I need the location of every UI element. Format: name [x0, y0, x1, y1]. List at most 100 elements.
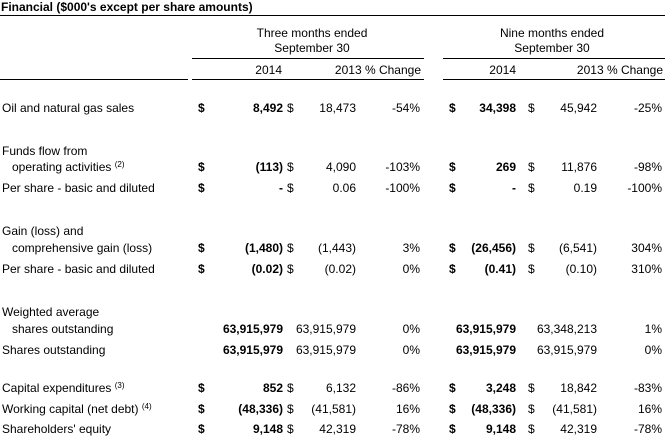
row-label: Per share - basic and diluted — [2, 181, 155, 195]
cell-d1: $ — [198, 241, 205, 255]
cell-d4: $ — [528, 181, 535, 195]
cell-v2: 6,132 — [325, 381, 356, 395]
cell-v1: (0.02) — [251, 262, 283, 276]
row-label-text: Shareholders' equity — [2, 422, 112, 436]
title-underline — [0, 15, 665, 16]
cell-v4: 42,319 — [560, 422, 597, 436]
cell-p1: 16% — [395, 402, 420, 416]
row-label-text: Per share - basic and diluted — [2, 262, 155, 276]
cell-v3: - — [512, 181, 516, 195]
cell-v3: (48,336) — [471, 402, 516, 416]
row-label: Gain (loss) and — [2, 224, 83, 238]
row-label-text: Shares outstanding — [2, 343, 106, 357]
row-label: Per share - basic and diluted — [2, 262, 155, 276]
cell-v3: 63,915,979 — [455, 322, 516, 336]
col-header-2013-nine: 2013 % Change — [576, 63, 663, 77]
cell-v4: 0.19 — [573, 181, 597, 195]
cell-p1: 0% — [402, 343, 420, 357]
cell-d2: $ — [287, 101, 294, 115]
row-label: Shareholders' equity — [2, 422, 111, 436]
row-label-text: Funds flow from — [2, 144, 88, 158]
cell-v1: (48,336) — [238, 402, 283, 416]
row-label: Shares outstanding — [2, 343, 105, 357]
cell-p2: 310% — [631, 262, 662, 276]
cell-d1: $ — [198, 381, 205, 395]
cell-p2: 304% — [631, 241, 662, 255]
cell-p1: -100% — [385, 181, 420, 195]
row-label: Funds flow from — [2, 144, 87, 158]
row-label-text: Gain (loss) and — [2, 224, 84, 238]
cell-d1: $ — [198, 101, 205, 115]
header-rule-nine — [443, 79, 665, 80]
cell-d4: $ — [528, 101, 535, 115]
cell-p2: -100% — [627, 181, 662, 195]
cell-v4: (0.10) — [565, 262, 597, 276]
row-label-text: Capital expenditures — [2, 381, 112, 395]
cell-v2: (0.02) — [324, 262, 356, 276]
cell-v1: 63,915,979 — [222, 322, 283, 336]
row-label: shares outstanding — [12, 322, 113, 336]
cell-d3: $ — [449, 160, 456, 174]
three-months-header: Three months ended — [256, 26, 368, 40]
header-rule-left — [0, 79, 188, 80]
cell-d1: $ — [198, 160, 205, 174]
row-label-text: shares outstanding — [12, 322, 114, 336]
cell-d2: $ — [287, 422, 294, 436]
cell-v2: 18,473 — [319, 101, 356, 115]
cell-v2: (1,443) — [317, 241, 356, 255]
cell-d4: $ — [528, 160, 535, 174]
cell-v3: 9,148 — [485, 422, 516, 436]
row-label: Oil and natural gas sales — [2, 101, 134, 115]
cell-d4: $ — [528, 381, 535, 395]
footnote-ref: (4) — [141, 402, 152, 411]
cell-p2: 1% — [644, 322, 662, 336]
cell-v2: (41,581) — [311, 402, 356, 416]
header-rule-three — [192, 79, 424, 80]
row-label-text: comprehensive gain (loss) — [12, 241, 153, 255]
cell-d4: $ — [528, 262, 535, 276]
cell-d2: $ — [287, 381, 294, 395]
cell-d1: $ — [198, 181, 205, 195]
cell-v4: 18,842 — [560, 381, 597, 395]
footnote-ref: (2) — [114, 160, 125, 169]
cell-d3: $ — [449, 241, 456, 255]
cell-d3: $ — [449, 181, 456, 195]
cell-p2: -25% — [633, 101, 662, 115]
cell-d4: $ — [528, 402, 535, 416]
cell-d1: $ — [198, 402, 205, 416]
cell-d2: $ — [287, 160, 294, 174]
cell-v4: 63,348,213 — [536, 322, 597, 336]
cell-v2: 63,915,979 — [295, 343, 356, 357]
col-header-2013-three: 2013 % Change — [334, 63, 421, 77]
cell-v4: (41,581) — [552, 402, 597, 416]
cell-d2: $ — [287, 402, 294, 416]
row-label: Capital expenditures (3) — [2, 381, 125, 395]
col-header-2014-nine: 2014 — [489, 63, 516, 77]
cell-v3: (0.41) — [484, 262, 516, 276]
page-title: Financial ($000's except per share amoun… — [1, 0, 253, 14]
nine-months-rule — [443, 58, 665, 59]
cell-v1: - — [279, 181, 283, 195]
cell-v4: 11,876 — [561, 160, 597, 174]
cell-d2: $ — [287, 262, 294, 276]
cell-d2: $ — [287, 181, 294, 195]
cell-p2: -83% — [633, 381, 662, 395]
cell-p1: -78% — [391, 422, 420, 436]
cell-v2: 63,915,979 — [295, 322, 356, 336]
cell-p1: 0% — [402, 322, 420, 336]
cell-v2: 4,090 — [325, 160, 356, 174]
cell-p1: -86% — [391, 381, 420, 395]
cell-d1: $ — [198, 262, 205, 276]
cell-v1: 9,148 — [252, 422, 283, 436]
row-label: comprehensive gain (loss) — [12, 241, 152, 255]
cell-v1: 63,915,979 — [222, 343, 283, 357]
cell-d3: $ — [449, 262, 456, 276]
row-label-text: Working capital (net debt) — [2, 402, 139, 416]
cell-d3: $ — [449, 402, 456, 416]
row-label-text: Oil and natural gas sales — [2, 101, 135, 115]
nine-months-date: September 30 — [514, 41, 590, 55]
cell-p2: -78% — [633, 422, 662, 436]
row-label-text: operating activities — [12, 160, 112, 174]
cell-d4: $ — [528, 241, 535, 255]
col-header-2014-three: 2014 — [255, 63, 282, 77]
